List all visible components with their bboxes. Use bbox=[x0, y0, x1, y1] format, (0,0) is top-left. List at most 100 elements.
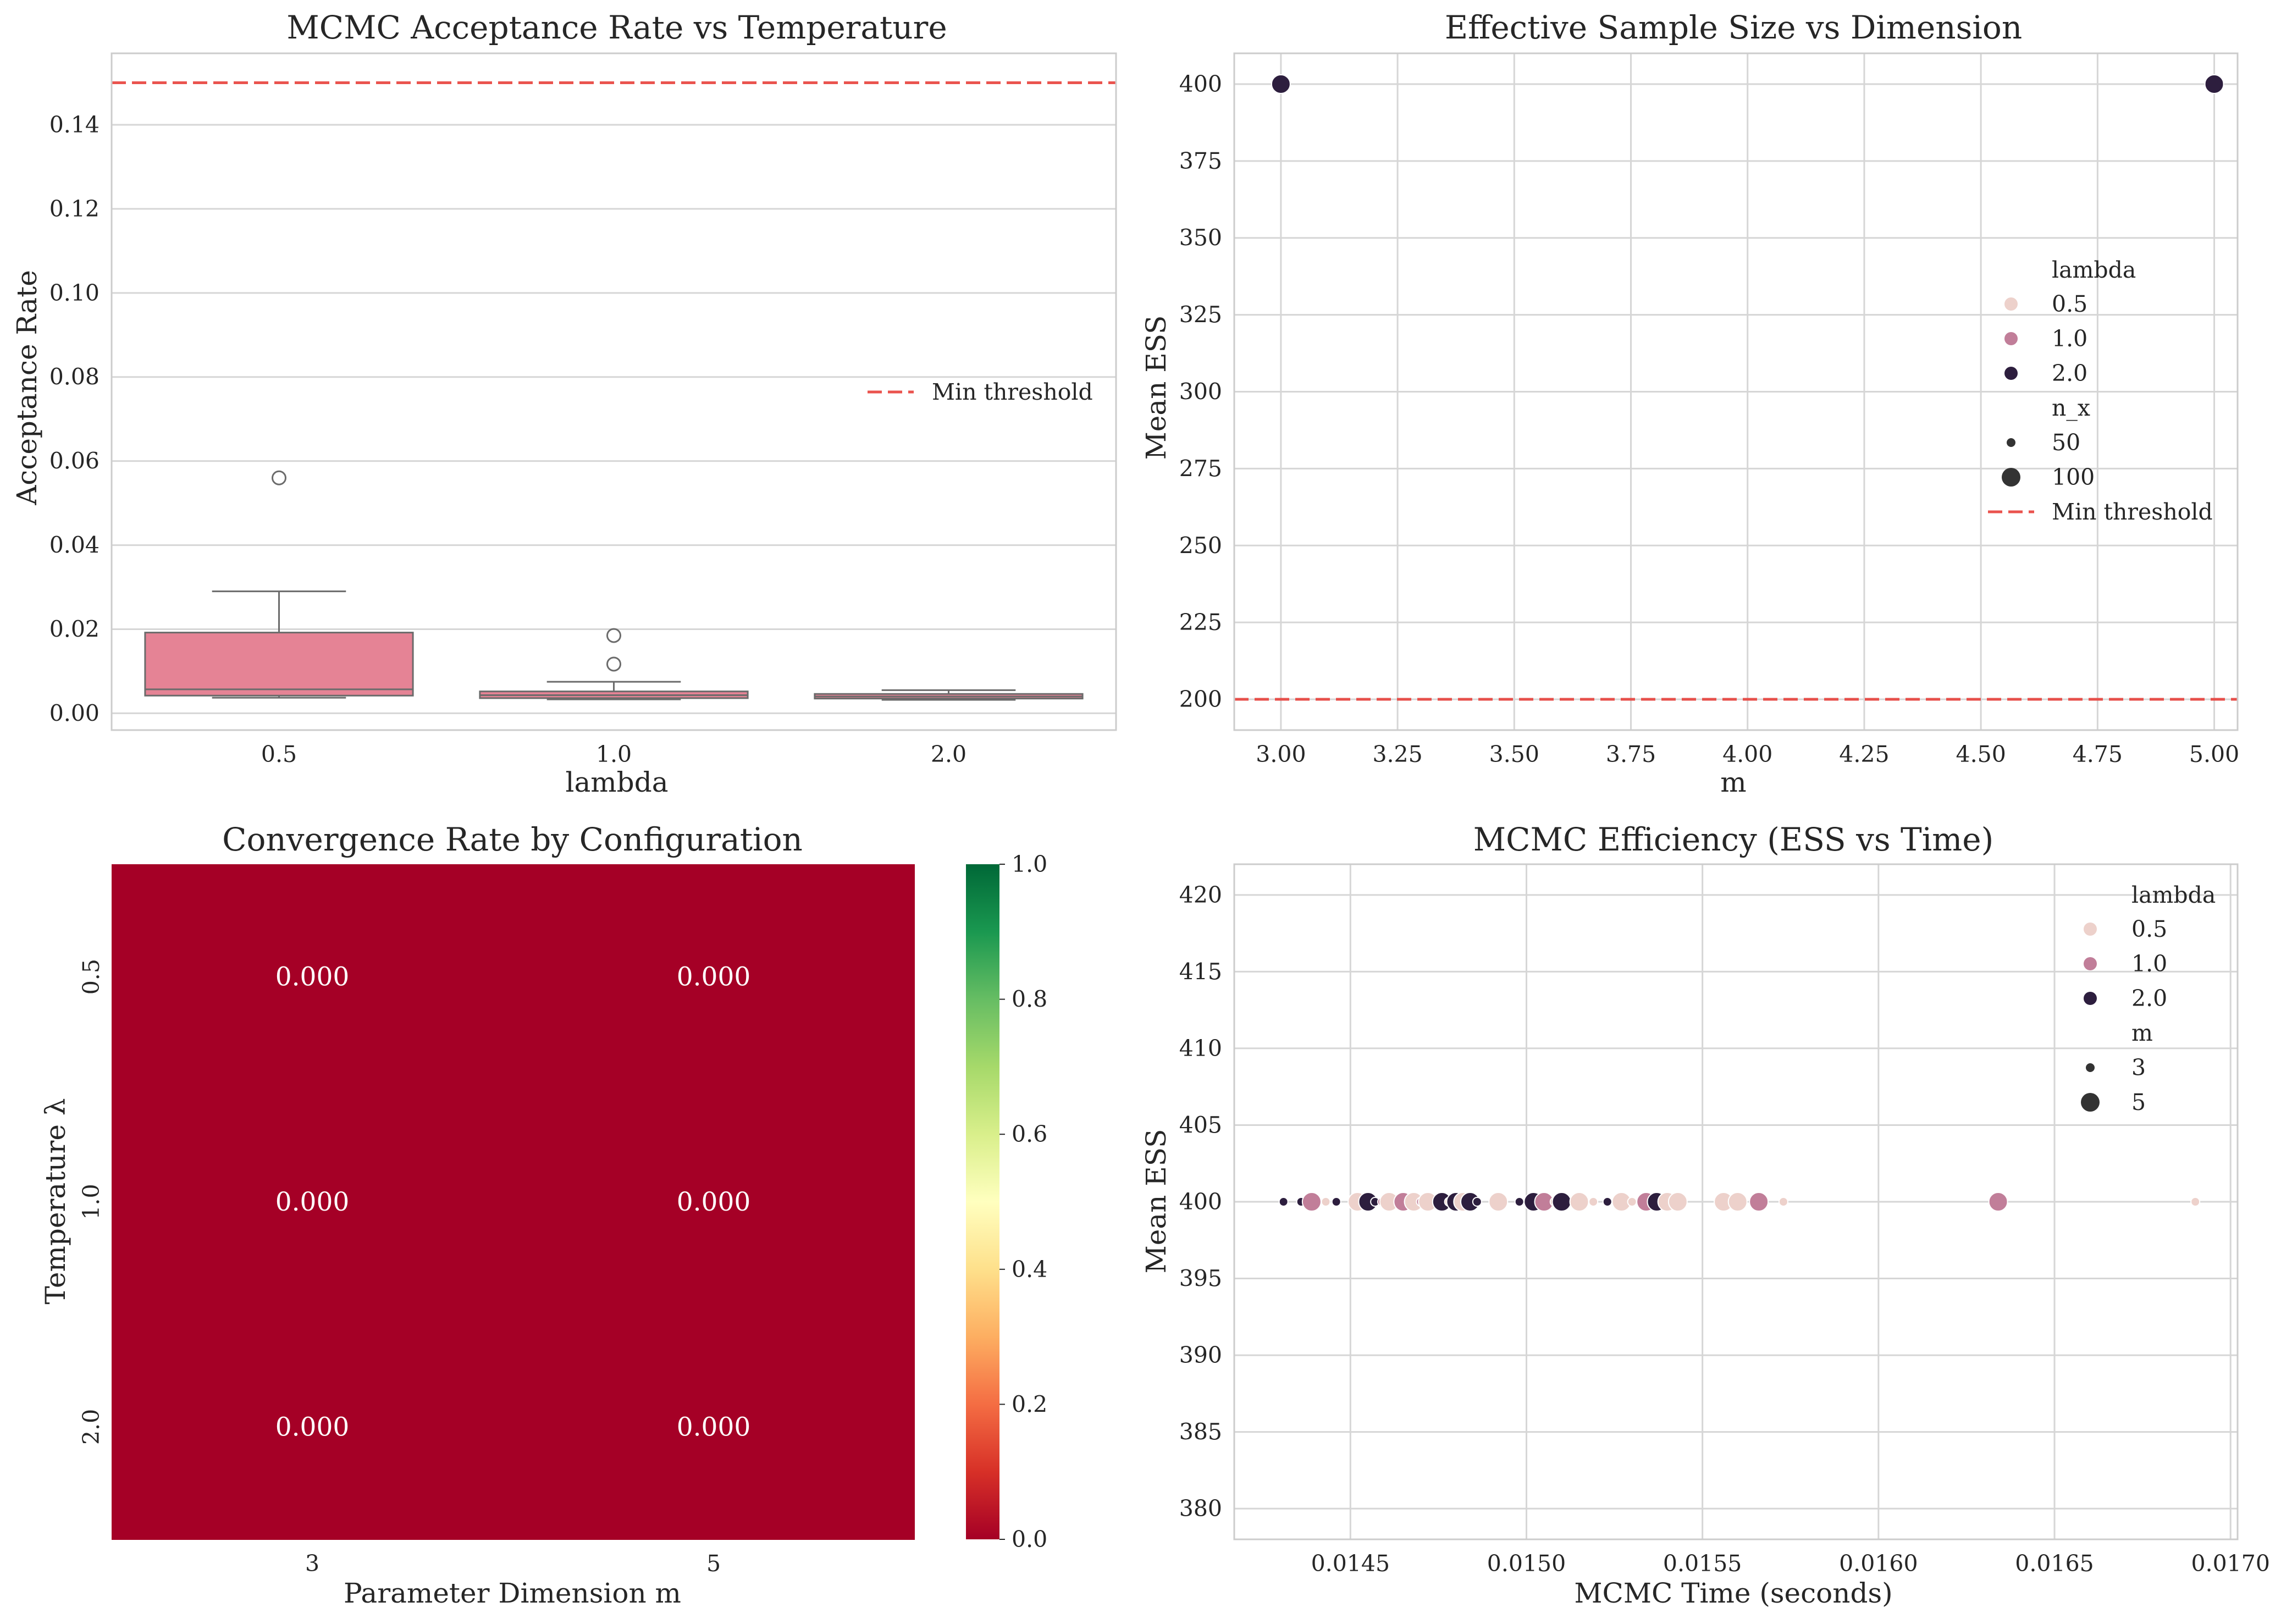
y-tick-label: 390 bbox=[1179, 1342, 1222, 1368]
scatter-point bbox=[1602, 1197, 1612, 1207]
heatmap-cell-label: 0.000 bbox=[275, 1412, 350, 1442]
y-tick-label: 200 bbox=[1179, 686, 1222, 712]
x-tick-label: 0.0165 bbox=[2015, 1550, 2094, 1577]
legend-hue-label: 1.0 bbox=[2052, 325, 2087, 352]
x-tick-label: 0.0145 bbox=[1311, 1550, 1390, 1577]
heatmap-cell bbox=[513, 864, 915, 1090]
legend: lambda 0.5 1.0 2.0 m 3 5 bbox=[2081, 882, 2216, 1115]
y-tick-label: 1.0 bbox=[78, 1184, 104, 1219]
scatter-point bbox=[1278, 1197, 1289, 1207]
legend-hue-marker bbox=[2004, 332, 2018, 345]
legend-size-title: n_x bbox=[2052, 395, 2090, 421]
x-tick-label: 4.25 bbox=[1839, 741, 1889, 767]
legend-label: Min threshold bbox=[2052, 499, 2213, 525]
colorbar bbox=[966, 864, 999, 1539]
x-tick-label: 3 bbox=[305, 1550, 319, 1577]
legend-hue-label: 2.0 bbox=[2052, 360, 2087, 386]
scatter-point bbox=[1488, 1192, 1509, 1212]
scatter-point bbox=[1727, 1192, 1748, 1212]
y-axis-label: Acceptance Rate bbox=[11, 270, 43, 506]
colorbar-tick-label: 0.4 bbox=[1012, 1256, 1047, 1283]
heatmap-cell bbox=[112, 864, 513, 1090]
acceptance-rate-panel: 0.00 0.02 0.04 0.06 0.08 0.10 0.12 0.14 0.5 1.0 2.… bbox=[11, 9, 1117, 798]
legend-size-label: 100 bbox=[2052, 464, 2095, 490]
y-tick-label: 0.14 bbox=[49, 112, 100, 138]
plot-frame bbox=[1233, 52, 2239, 731]
box-outlier bbox=[272, 470, 286, 485]
x-axis-label: Parameter Dimension m bbox=[344, 1577, 681, 1609]
y-tick-label: 300 bbox=[1179, 379, 1222, 405]
chart-title: Convergence Rate by Configuration bbox=[222, 821, 803, 858]
y-tick-label: 250 bbox=[1179, 532, 1222, 559]
scatter-point bbox=[1551, 1192, 1572, 1212]
chart-title: MCMC Acceptance Rate vs Temperature bbox=[286, 9, 947, 46]
scatter-point bbox=[2190, 1197, 2201, 1207]
scatter-point bbox=[1667, 1192, 1688, 1212]
colorbar-tick-label: 1.0 bbox=[1012, 851, 1047, 877]
x-axis-label: MCMC Time (seconds) bbox=[1574, 1577, 1892, 1609]
convergence-heatmap-panel: 0.000 0.000 0.000 0.000 0.000 0.000 3 5 0.5 1.0 2… bbox=[40, 821, 1047, 1609]
scatter-point bbox=[1588, 1197, 1599, 1207]
scatter-point bbox=[1778, 1197, 1788, 1207]
legend-hue-marker bbox=[2084, 923, 2097, 936]
box-outlier bbox=[606, 656, 621, 672]
y-axis-label: Mean ESS bbox=[1140, 316, 1172, 460]
heatmap-cell-label: 0.000 bbox=[677, 1187, 751, 1217]
scatter-point bbox=[2204, 74, 2224, 94]
x-tick-label: 4.75 bbox=[2073, 741, 2123, 767]
x-tick-label: 0.0150 bbox=[1487, 1550, 1566, 1577]
heatmap-cell-label: 0.000 bbox=[677, 962, 751, 992]
y-tick-label: 2.0 bbox=[78, 1409, 104, 1445]
x-tick-label: 2.0 bbox=[931, 741, 966, 767]
box-outlier bbox=[606, 628, 621, 643]
heatmap-cell bbox=[112, 1089, 513, 1315]
heatmap-cell-label: 0.000 bbox=[677, 1412, 751, 1442]
y-tick-label: 0.10 bbox=[49, 280, 100, 306]
legend-hue-marker bbox=[2084, 992, 2097, 1005]
ess-dimension-panel: 200 225 250 275 300 325 350 375 400 3.00 3.25 3.50 3… bbox=[1140, 9, 2239, 798]
legend-hue-label: 0.5 bbox=[2131, 916, 2167, 942]
scatter-point bbox=[1321, 1197, 1331, 1207]
y-tick-label: 0.00 bbox=[49, 700, 100, 726]
x-tick-label: 0.0160 bbox=[1839, 1550, 1918, 1577]
y-tick-label: 405 bbox=[1179, 1112, 1222, 1138]
legend: lambda 0.5 1.0 2.0 n_x 50 100 Min thresh… bbox=[1988, 257, 2213, 525]
legend-hue-marker bbox=[2004, 367, 2018, 380]
colorbar-tick-label: 0.6 bbox=[1012, 1121, 1047, 1147]
y-tick-label: 400 bbox=[1179, 1189, 1222, 1215]
y-tick-label: 0.06 bbox=[49, 448, 100, 474]
y-tick-label: 350 bbox=[1179, 225, 1222, 251]
legend-hue-marker bbox=[2004, 297, 2018, 311]
colorbar-tick-label: 0.0 bbox=[1012, 1526, 1047, 1553]
legend-hue-title: lambda bbox=[2052, 257, 2136, 283]
legend-label: Min threshold bbox=[932, 379, 1093, 405]
scatter-point bbox=[1569, 1192, 1589, 1212]
x-tick-label: 4.50 bbox=[1956, 741, 2006, 767]
legend-size-marker bbox=[2007, 438, 2015, 447]
legend-hue-label: 0.5 bbox=[2052, 291, 2087, 317]
y-tick-label: 0.12 bbox=[49, 196, 100, 222]
y-axis-label: Mean ESS bbox=[1140, 1129, 1172, 1274]
colorbar-tick-label: 0.2 bbox=[1012, 1391, 1047, 1417]
plot-frame bbox=[111, 52, 1117, 731]
legend-hue-label: 2.0 bbox=[2131, 985, 2167, 1012]
scatter-point bbox=[1271, 74, 1291, 94]
chart-title: Effective Sample Size vs Dimension bbox=[1445, 9, 2022, 46]
legend-size-label: 5 bbox=[2131, 1089, 2146, 1115]
x-axis-label: lambda bbox=[565, 766, 668, 798]
x-tick-label: 0.0170 bbox=[2191, 1550, 2269, 1577]
y-axis-label: Temperature λ bbox=[40, 1098, 71, 1304]
y-tick-label: 395 bbox=[1179, 1266, 1222, 1292]
x-tick-label: 5 bbox=[706, 1550, 721, 1577]
scatter-point bbox=[1331, 1197, 1341, 1207]
efficiency-panel: 380 385 390 395 400 405 410 415 420 0.0145 0.0150 0… bbox=[1140, 821, 2270, 1609]
legend: Min threshold bbox=[868, 379, 1093, 405]
chart-title: MCMC Efficiency (ESS vs Time) bbox=[1473, 821, 1993, 858]
y-tick-label: 420 bbox=[1179, 882, 1222, 908]
x-tick-label: 0.5 bbox=[261, 741, 297, 767]
y-tick-label: 0.02 bbox=[49, 616, 100, 642]
y-tick-label: 410 bbox=[1179, 1035, 1222, 1062]
x-tick-label: 3.00 bbox=[1256, 741, 1306, 767]
x-tick-label: 5.00 bbox=[2189, 741, 2239, 767]
